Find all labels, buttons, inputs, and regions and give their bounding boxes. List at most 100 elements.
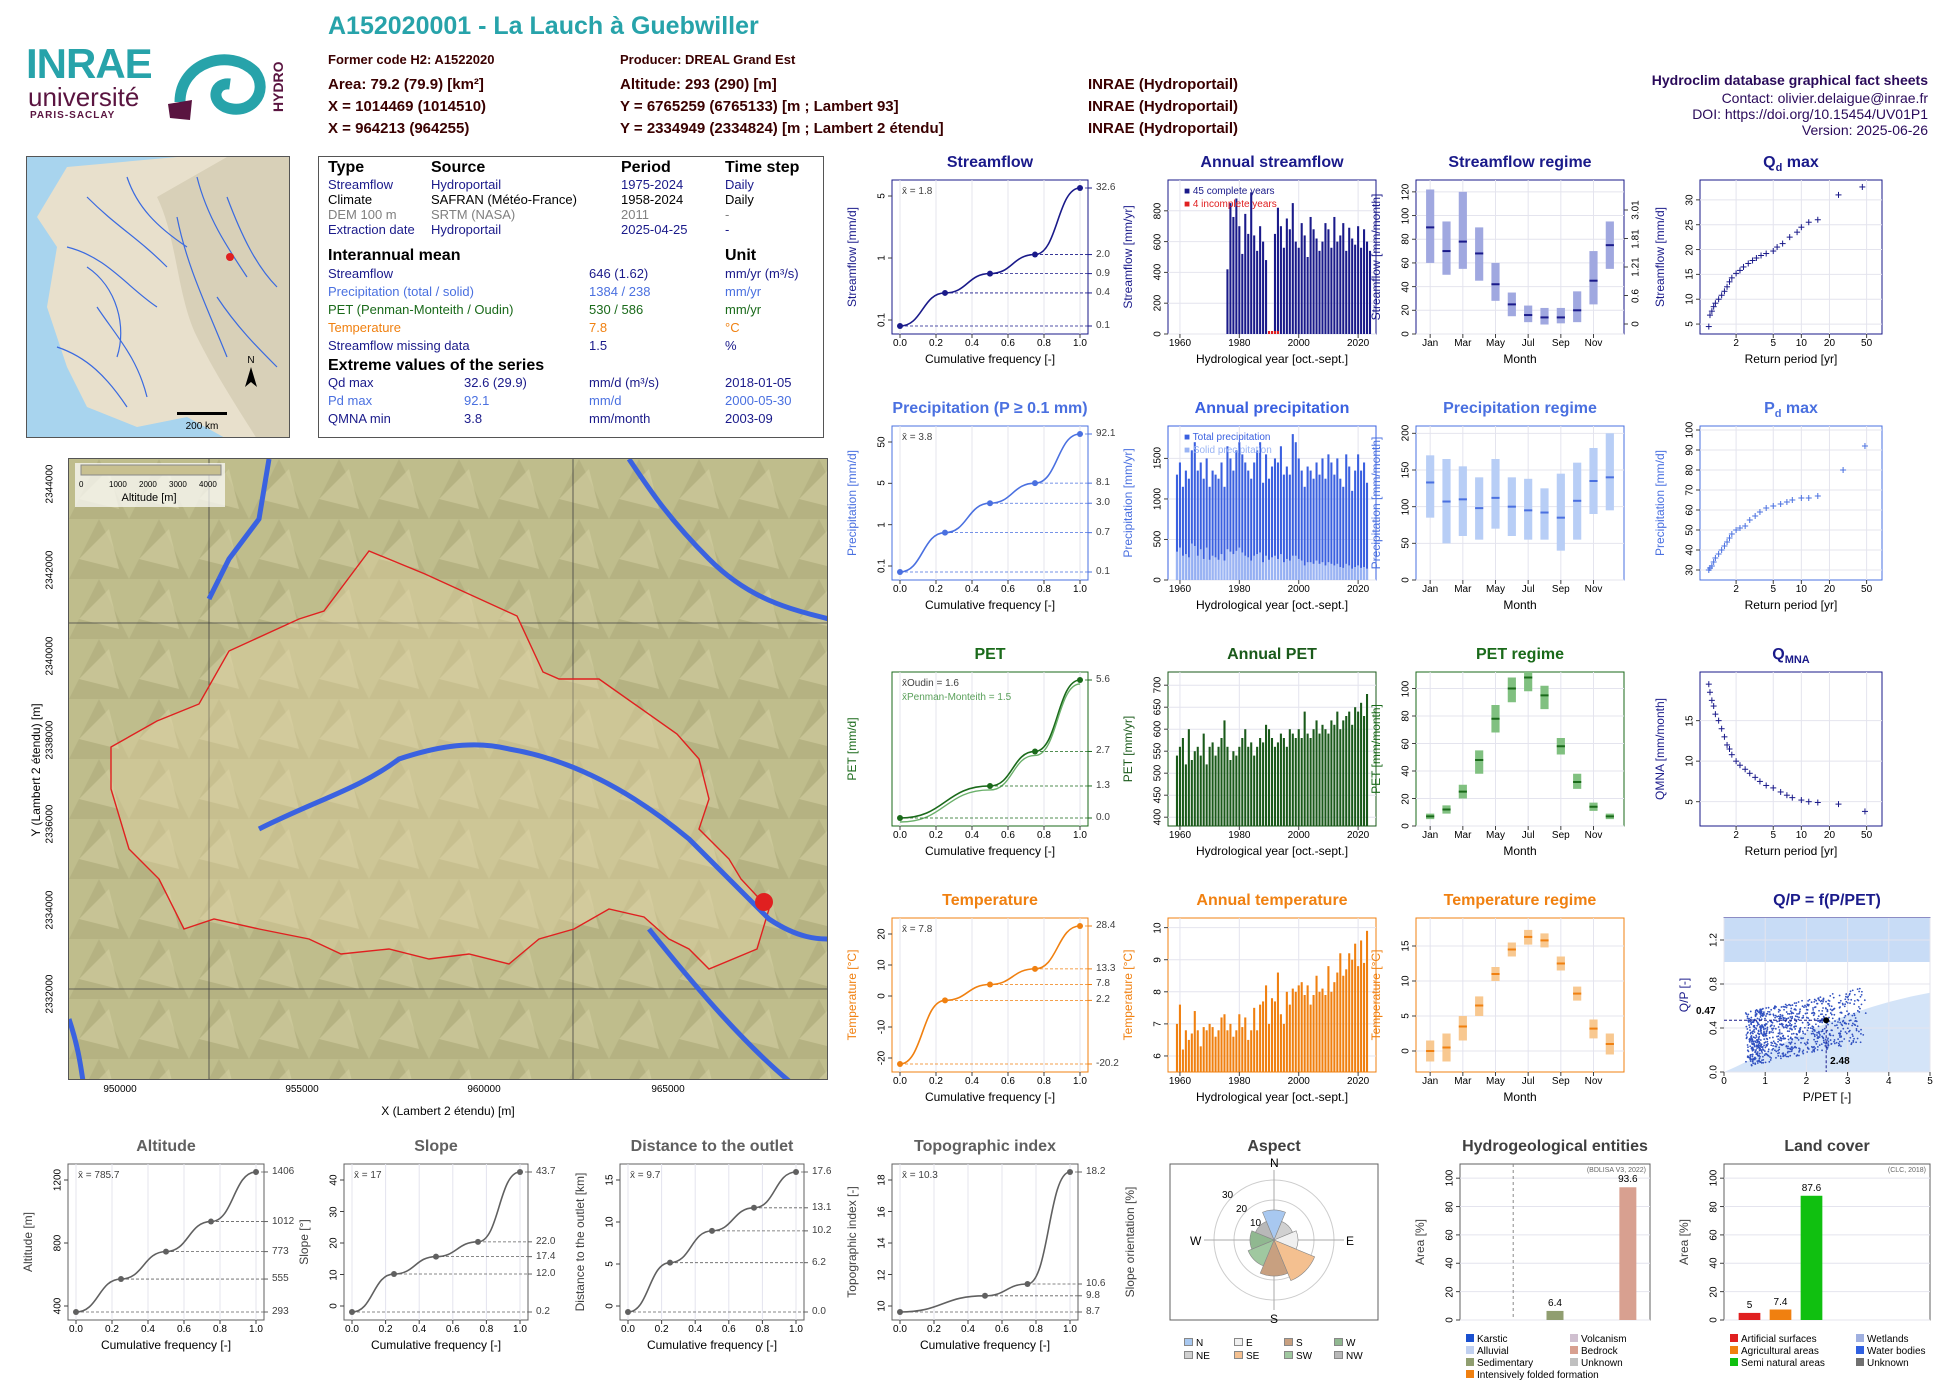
regime-box	[1475, 750, 1484, 774]
solid-bar	[1253, 555, 1256, 580]
aspect-dir-W: W	[1190, 1234, 1202, 1248]
qp-point	[1788, 1030, 1791, 1033]
aspect-sector-W	[1249, 1230, 1275, 1250]
qmna-ylabel: QMNA [mm/month]	[1653, 697, 1667, 801]
legend-swatch	[1466, 1346, 1474, 1354]
legend-text: W	[1346, 1338, 1356, 1349]
qp-point	[1851, 1014, 1854, 1017]
qp-point	[1857, 999, 1860, 1002]
ytick-label: 50	[876, 436, 888, 448]
qp-point	[1751, 1053, 1753, 1056]
qp-point	[1781, 1044, 1783, 1047]
solid-bar	[1360, 567, 1363, 580]
q_reg-title: Streamflow regime	[1448, 154, 1592, 171]
qp-point	[1845, 993, 1848, 995]
qp-point	[1816, 1031, 1819, 1034]
ytick-label: 200	[1152, 294, 1164, 312]
qp-point	[1812, 1032, 1815, 1035]
qp-point	[1778, 1029, 1781, 1031]
bar-value-label: 93.6	[1618, 1174, 1638, 1186]
qp-point	[1756, 1039, 1758, 1042]
title-sub: MNA	[1784, 654, 1810, 667]
legend-swatch	[1856, 1334, 1864, 1342]
xtick-label: 0.0	[893, 1324, 907, 1335]
annual-bar	[1291, 733, 1294, 826]
regime-box	[1540, 488, 1549, 540]
qp-point	[1760, 1046, 1763, 1049]
qp-point	[1830, 1013, 1833, 1016]
return-point	[1786, 234, 1793, 241]
ytick-label: 60	[1444, 1229, 1456, 1241]
annual-bar	[1365, 241, 1369, 334]
qp-point	[1762, 1026, 1765, 1029]
annual-bar	[1178, 1004, 1181, 1072]
xtick-label: 0.6	[1001, 830, 1015, 841]
qp-point	[1849, 990, 1852, 993]
annual-bar	[1202, 478, 1205, 580]
annual-bar	[1318, 250, 1321, 334]
annual-bar	[1187, 478, 1190, 580]
qp-point	[1790, 1033, 1793, 1035]
qp-point	[1826, 1048, 1828, 1050]
regime-box	[1507, 677, 1516, 703]
annual-bar	[1282, 247, 1285, 334]
qp-point	[1795, 1046, 1798, 1049]
annual-bar	[1324, 223, 1327, 334]
solid-bar	[1297, 558, 1300, 580]
ytick-right-label: 1.81	[1630, 228, 1642, 249]
xtick-label: 2000	[1287, 830, 1310, 841]
qp-point	[1774, 1042, 1777, 1045]
incomplete-bar	[1273, 331, 1277, 334]
legend-text: Unknown	[1867, 1358, 1909, 1369]
annual-bar	[1330, 247, 1333, 334]
altitude: Altitude: 293 (290) [m]	[620, 76, 777, 93]
return-point	[1805, 798, 1812, 805]
ytick-label: 40	[1400, 765, 1412, 777]
qp-point	[1806, 1041, 1809, 1044]
annual-bar	[1262, 742, 1265, 826]
qp-point	[1790, 1024, 1792, 1027]
map-xlabel: X (Lambert 2 étendu) [m]	[381, 1104, 515, 1118]
quantile-label: 3.0	[1096, 497, 1110, 509]
return-point	[1805, 495, 1812, 501]
qp-point	[1795, 1036, 1797, 1039]
p_reg-xlabel: Month	[1503, 598, 1537, 612]
return-point	[1798, 797, 1805, 804]
qp-point	[1782, 1019, 1785, 1022]
xtick-label: 2000	[1287, 338, 1310, 349]
ytick-label: 0.1	[876, 313, 888, 327]
qp-point	[1760, 1014, 1763, 1017]
plot-frame	[1415, 671, 1625, 827]
qp-point	[1775, 1045, 1778, 1048]
qp-point	[1844, 998, 1847, 1001]
ytick-label: 15	[1684, 715, 1696, 727]
annual-bar	[1196, 470, 1199, 580]
xtick-label: 0.6	[1001, 584, 1015, 595]
alt-title: Altitude	[136, 1138, 196, 1155]
qp-point	[1797, 1018, 1800, 1021]
annual-bar	[1285, 218, 1288, 334]
qp-xlabel: P/PET [-]	[1802, 1090, 1852, 1104]
qp-point	[1838, 1017, 1841, 1020]
quantile-label: 8.1	[1096, 477, 1110, 489]
qp-point	[1777, 1038, 1780, 1041]
former-code: Former code H2: A1522020	[328, 52, 495, 67]
qp-point	[1786, 1004, 1788, 1007]
regime-box	[1524, 672, 1533, 692]
qp-point	[1770, 1044, 1773, 1047]
extreme-date: 2018-01-05	[725, 375, 792, 390]
return-point	[1783, 499, 1790, 505]
hydro-logo-icon	[168, 54, 266, 120]
qp-point	[1808, 998, 1811, 1001]
qp-point	[1763, 1054, 1766, 1057]
xtick-label: 1.0	[1073, 584, 1087, 595]
return-point	[1753, 254, 1760, 261]
qp-point	[1834, 1024, 1836, 1027]
qp-point	[1745, 1060, 1747, 1063]
xtick-label: 1.0	[1073, 338, 1087, 349]
q_reg-ylabel: Streamflow [mm/month]	[1369, 193, 1383, 321]
annual-bar	[1294, 442, 1297, 580]
map-xtick: 965000	[651, 1084, 685, 1095]
ytick-label: 10	[328, 1268, 340, 1281]
annual-bar	[1336, 711, 1339, 826]
